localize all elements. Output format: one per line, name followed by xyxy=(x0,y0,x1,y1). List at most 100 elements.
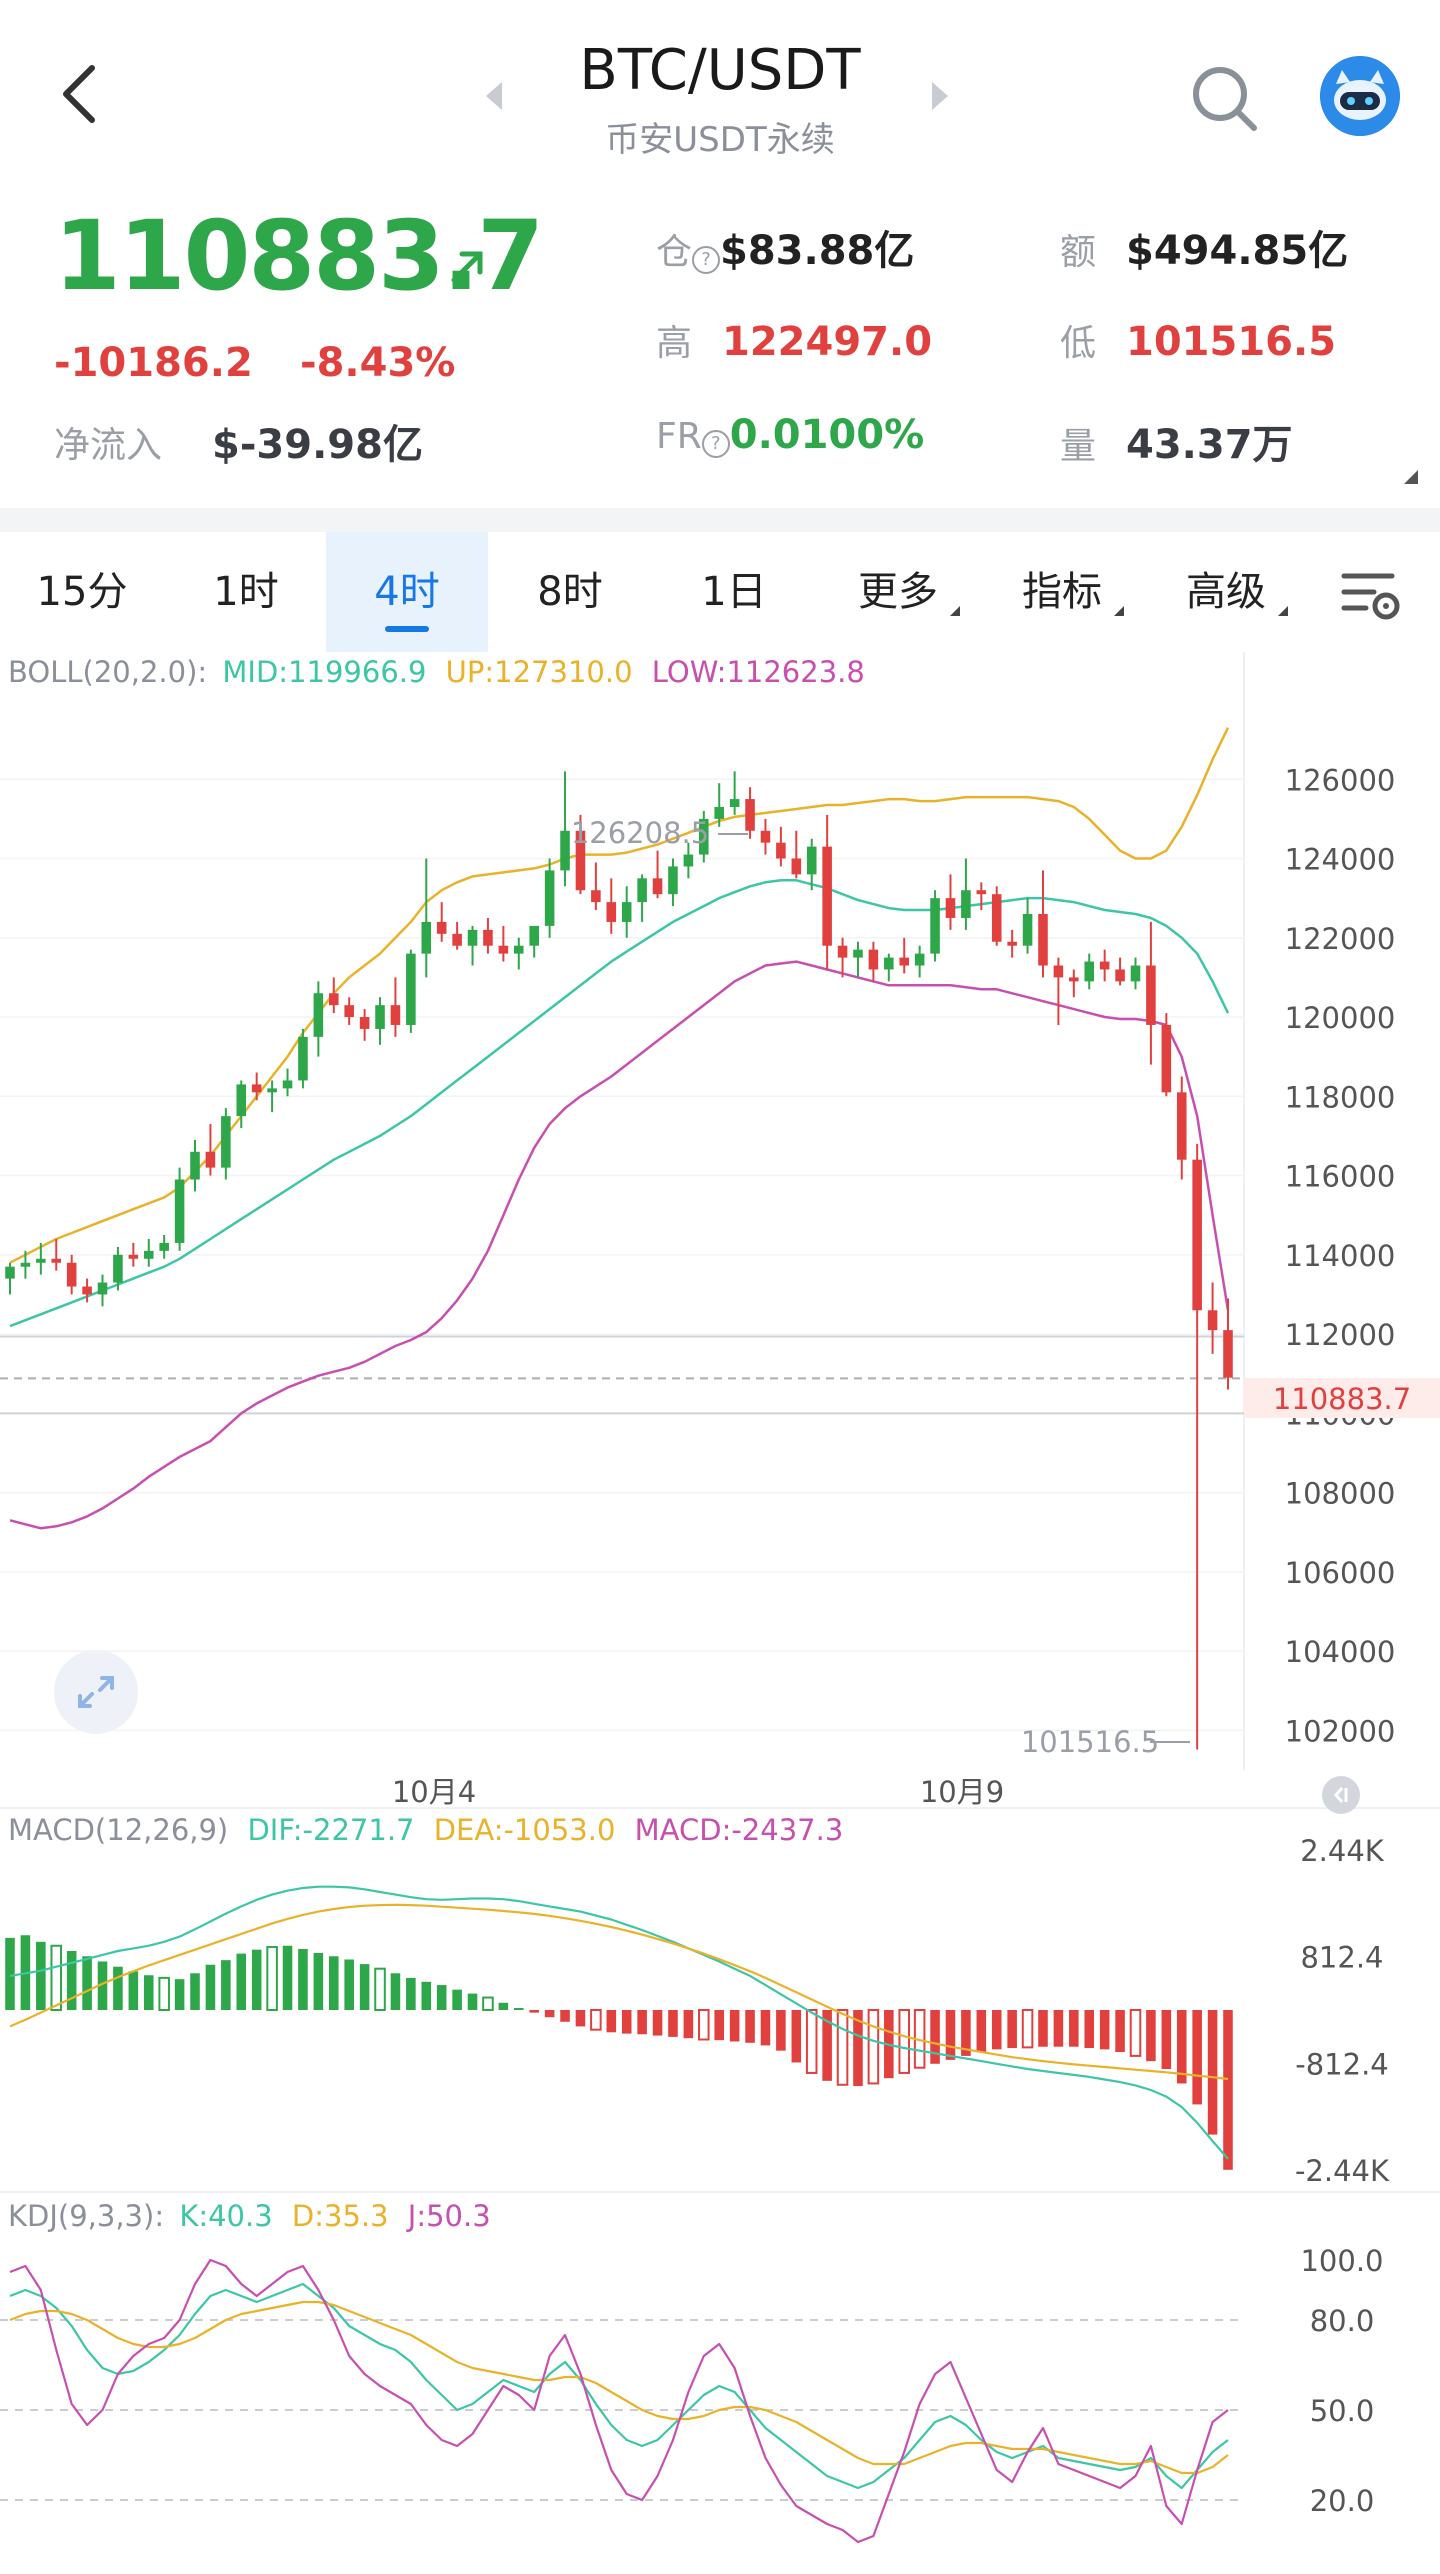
y-tick-label: 120000 xyxy=(1285,1001,1396,1035)
tab-advanced[interactable]: 高级 xyxy=(1144,532,1308,652)
candle xyxy=(1115,957,1125,986)
tab-label: 15分 xyxy=(36,569,128,615)
macd-bar xyxy=(1146,2010,1156,2062)
macd-y-tick-label: -2.44K xyxy=(1295,2154,1390,2188)
tab-more[interactable]: 更多 xyxy=(816,532,980,652)
candle xyxy=(760,818,771,855)
macd-bar xyxy=(66,1950,77,2010)
scroll-to-latest-icon[interactable] xyxy=(1322,1776,1360,1814)
low-label: 低 xyxy=(1060,323,1097,364)
candle xyxy=(344,997,354,1025)
candle-body xyxy=(298,1036,308,1081)
pair-title[interactable]: BTC/USDT xyxy=(579,38,861,103)
low-value: 101516.5 xyxy=(1126,319,1337,365)
macd-bar xyxy=(298,1949,308,2010)
candle-body xyxy=(282,1080,293,1089)
kline-chart[interactable]: BOLL(20,2.0): MID:119966.9 UP:127310.0 L… xyxy=(0,652,1440,2574)
macd-bar xyxy=(791,2010,802,2063)
macd-bar xyxy=(344,1959,354,2010)
funding-rate-label: FR xyxy=(656,416,702,457)
candle-body xyxy=(498,945,509,954)
macd-bar xyxy=(930,2010,940,2064)
candle-body xyxy=(82,1286,92,1295)
min-price-label: 101516.5 xyxy=(1021,1725,1159,1759)
candle xyxy=(82,1278,92,1303)
macd-bar xyxy=(221,1960,231,2010)
candle-body xyxy=(1069,977,1079,982)
macd-dea-line xyxy=(9,1903,1229,2081)
candle-body xyxy=(313,993,324,1037)
info-icon[interactable]: ? xyxy=(692,245,721,274)
candle xyxy=(791,830,802,879)
tab-8h[interactable]: 8时 xyxy=(488,532,652,652)
candle-body xyxy=(51,1258,62,1263)
high-label: 高 xyxy=(656,323,693,364)
macd-bar xyxy=(961,2010,971,2056)
candle xyxy=(991,886,1002,946)
funding-rate-value: 0.0100% xyxy=(729,412,925,458)
candle-body xyxy=(853,949,863,958)
candle-body xyxy=(976,890,987,895)
candle-body xyxy=(575,830,586,891)
candle-body xyxy=(529,925,539,946)
tab-1h[interactable]: 1时 xyxy=(164,532,328,652)
candle-body xyxy=(205,1151,216,1168)
previous-pair-arrow[interactable] xyxy=(486,82,502,110)
candle-body xyxy=(97,1282,108,1295)
candle xyxy=(868,941,879,982)
tab-15m[interactable]: 15分 xyxy=(0,532,164,652)
search-icon[interactable] xyxy=(1188,62,1260,134)
candle xyxy=(328,977,339,1014)
candle-body xyxy=(221,1116,231,1168)
candle xyxy=(159,1235,169,1259)
next-pair-arrow[interactable] xyxy=(932,82,948,110)
candle xyxy=(837,937,848,978)
tab-4h[interactable]: 4时 xyxy=(326,532,488,652)
macd-bar xyxy=(1007,2010,1017,2049)
current-price-label: 110883.7 xyxy=(1273,1382,1411,1416)
expand-icon[interactable] xyxy=(54,1650,138,1734)
candle xyxy=(1161,1013,1172,1097)
open-interest-row[interactable]: 仓? $83.88亿 xyxy=(656,218,914,276)
chart-settings-icon[interactable] xyxy=(1340,568,1404,624)
tab-indicators[interactable]: 指标 xyxy=(980,532,1144,652)
candle-body xyxy=(791,858,802,875)
candle-body xyxy=(1038,914,1048,966)
candle-body xyxy=(390,1005,401,1025)
candle-body xyxy=(1053,965,1064,978)
candle-body xyxy=(683,854,694,867)
pair-subtitle: 币安USDT永续 xyxy=(605,120,835,160)
candle xyxy=(359,1009,370,1041)
kdj-legend-d: D:35.3 xyxy=(292,2199,389,2233)
macd-bar xyxy=(82,1956,92,2010)
tab-label: 高级 xyxy=(1186,569,1266,615)
back-icon[interactable] xyxy=(58,62,102,126)
candle-body xyxy=(729,799,740,807)
candle-body xyxy=(267,1088,277,1093)
candle-body xyxy=(236,1084,247,1117)
info-icon[interactable]: ? xyxy=(701,429,730,458)
candle xyxy=(714,783,724,827)
candle-body xyxy=(328,993,339,1006)
candle-body xyxy=(1192,1159,1202,1311)
candle xyxy=(390,977,401,1037)
avatar[interactable] xyxy=(1320,56,1400,136)
candle-body xyxy=(699,818,709,855)
kdj-y-tick-label: 100.0 xyxy=(1300,2244,1383,2278)
tab-label: 8时 xyxy=(537,569,603,615)
candle-body xyxy=(1207,1310,1218,1331)
macd-bar xyxy=(190,1973,200,2010)
candle xyxy=(298,1028,308,1089)
tab-1d[interactable]: 1日 xyxy=(652,532,816,652)
dropdown-indicator-icon xyxy=(950,606,960,616)
macd-bar xyxy=(836,2009,849,2086)
expand-ticker-icon[interactable] xyxy=(1404,470,1418,484)
boll-lower-line xyxy=(9,960,1230,1530)
funding-rate-row[interactable]: FR? 0.0100% xyxy=(656,412,924,458)
candle xyxy=(251,1072,262,1101)
macd-legend-macd: MACD:-2437.3 xyxy=(635,1813,844,1847)
candle xyxy=(436,902,447,942)
macd-bar xyxy=(143,1975,154,2010)
candle xyxy=(51,1238,62,1271)
kdj-y-tick-label: 50.0 xyxy=(1310,2394,1375,2428)
